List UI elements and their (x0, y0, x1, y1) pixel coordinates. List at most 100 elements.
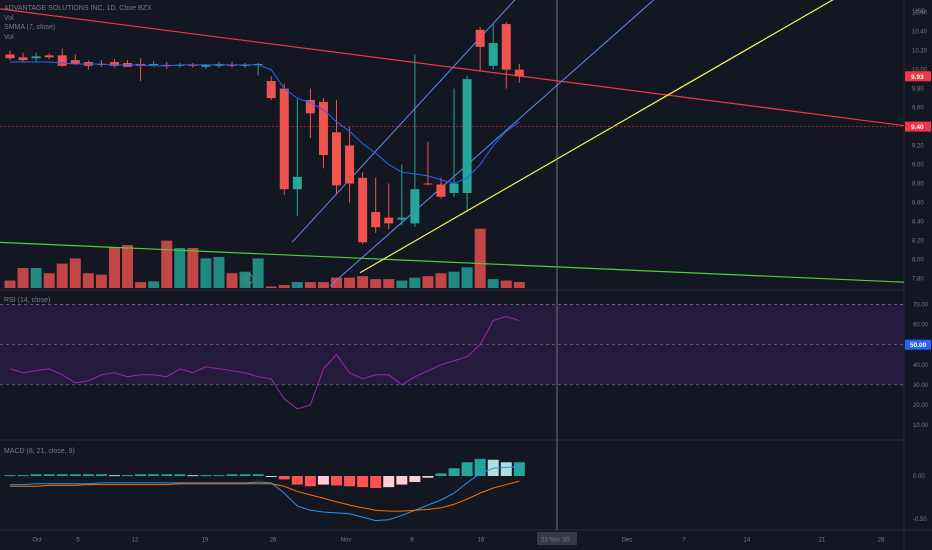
macd-line (10, 466, 520, 522)
macd-histogram-bar (291, 476, 303, 485)
volume-bar (213, 256, 225, 288)
macd-histogram-bar (265, 476, 277, 477)
macd-histogram-bar (239, 474, 251, 476)
time-tick-label: 7 (682, 538, 686, 544)
macd-histogram-bar (56, 474, 68, 476)
macd-histogram-bar (448, 468, 460, 476)
candle-body (31, 56, 41, 59)
macd-histogram-bar (409, 476, 421, 482)
macd-histogram-bar (95, 474, 107, 476)
volume-bar (383, 279, 395, 288)
macd-histogram-bar (383, 476, 395, 488)
vol-legend: Vol (4, 14, 14, 22)
volume-bar (56, 263, 68, 288)
candle-body (501, 24, 511, 70)
volume-bar (17, 268, 29, 288)
volume-bar (43, 273, 55, 288)
volume-bar (30, 268, 42, 288)
macd-histogram-bar (278, 476, 290, 480)
volume-bar (135, 282, 147, 288)
price-tick-label: 10.40 (912, 30, 928, 36)
macd-histogram-bar (331, 476, 342, 486)
time-tick-label: 21 (819, 538, 826, 544)
price-tick-label: 10.20 (912, 49, 928, 55)
macd-histogram-bar (69, 474, 81, 476)
candle-body (57, 55, 67, 66)
time-tick-label: 5 (76, 538, 80, 544)
price-tag-label: 9.93 (911, 74, 924, 81)
green-trendline (0, 241, 905, 283)
volume-bar (278, 285, 290, 288)
macd-histogram-bar (43, 474, 55, 476)
time-tick-label: 28 (878, 538, 885, 544)
macd-histogram-bar (30, 474, 42, 476)
price-tick-label: 9.20 (912, 144, 924, 150)
volume-bar (461, 267, 473, 288)
macd-histogram-bar (226, 474, 238, 476)
volume-bar (435, 273, 447, 288)
candle-body (384, 217, 394, 224)
candle-body (70, 60, 80, 64)
time-tick-label: 14 (744, 538, 751, 544)
candle-body (410, 189, 420, 224)
volume-bar (317, 282, 329, 288)
volume-bar (357, 276, 369, 288)
volume-bar (108, 247, 120, 288)
candle-body (436, 184, 446, 197)
candle-body (462, 79, 472, 193)
candle-body (5, 54, 15, 59)
symbol-title: ADVANTAGE SOLUTIONS INC, 1D, Cboe BZX (4, 5, 152, 12)
volume-bar (226, 273, 238, 288)
macd-histogram-bar (304, 476, 316, 487)
rsi-tick-label: 10.00 (913, 423, 929, 429)
candle-body (279, 88, 289, 190)
volume-bar (265, 286, 277, 288)
volume-bar (161, 240, 173, 288)
macd-histogram-bar (187, 475, 199, 477)
volume-bar (291, 282, 303, 288)
macd-histogram-bar (148, 474, 160, 476)
blue-channel-lower (329, 0, 655, 287)
time-tick-label: 12 (132, 538, 139, 544)
candle-body (488, 43, 498, 66)
macd-histogram-bar (82, 474, 94, 476)
volume-bar (370, 279, 382, 288)
signal-line (10, 480, 520, 512)
macd-histogram-bar (357, 476, 369, 488)
rsi-line (9, 316, 520, 410)
time-tick-label: Nov (341, 538, 352, 544)
macd-label: MACD (8, 21, close, 9) (4, 448, 75, 455)
time-tick-label: 9 (410, 538, 414, 544)
macd-histogram-bar (396, 476, 408, 485)
time-tick-label: Dec (622, 538, 633, 544)
macd-histogram-bar (4, 475, 16, 477)
macd-histogram-bar (500, 462, 512, 476)
macd-histogram-bar (122, 475, 134, 477)
price-tick-label: 8.80 (912, 182, 924, 188)
volume-bar (474, 228, 486, 288)
rsi-tick-label: 30.00 (913, 383, 929, 389)
time-tick-label: 26 (270, 538, 277, 544)
candle-body (44, 55, 54, 58)
volume-bar (422, 276, 434, 288)
macd-histogram-bar (135, 474, 147, 476)
macd-histogram-bar (370, 476, 382, 488)
macd-tick-label: -0.50 (913, 517, 927, 523)
candle-body (449, 183, 459, 193)
candle-body (292, 176, 302, 190)
price-tick-label: 9.00 (912, 163, 924, 169)
earnings-marker-label: E (246, 277, 250, 283)
rsi-tick-label: 40.00 (913, 363, 929, 369)
smma-line (10, 61, 520, 185)
candle-body (18, 57, 28, 61)
macd-histogram-bar (161, 474, 173, 476)
rsi-tick-label: 60.00 (913, 323, 929, 329)
price-tick-label: 10.60 (912, 11, 928, 17)
candle-body (318, 101, 328, 156)
rsi-label: RSI (14, close) (4, 297, 51, 304)
macd-histogram-bar (200, 475, 212, 477)
candle-body (475, 29, 485, 47)
vol-legend-2: Vol (4, 33, 14, 41)
candle-body (149, 63, 159, 65)
